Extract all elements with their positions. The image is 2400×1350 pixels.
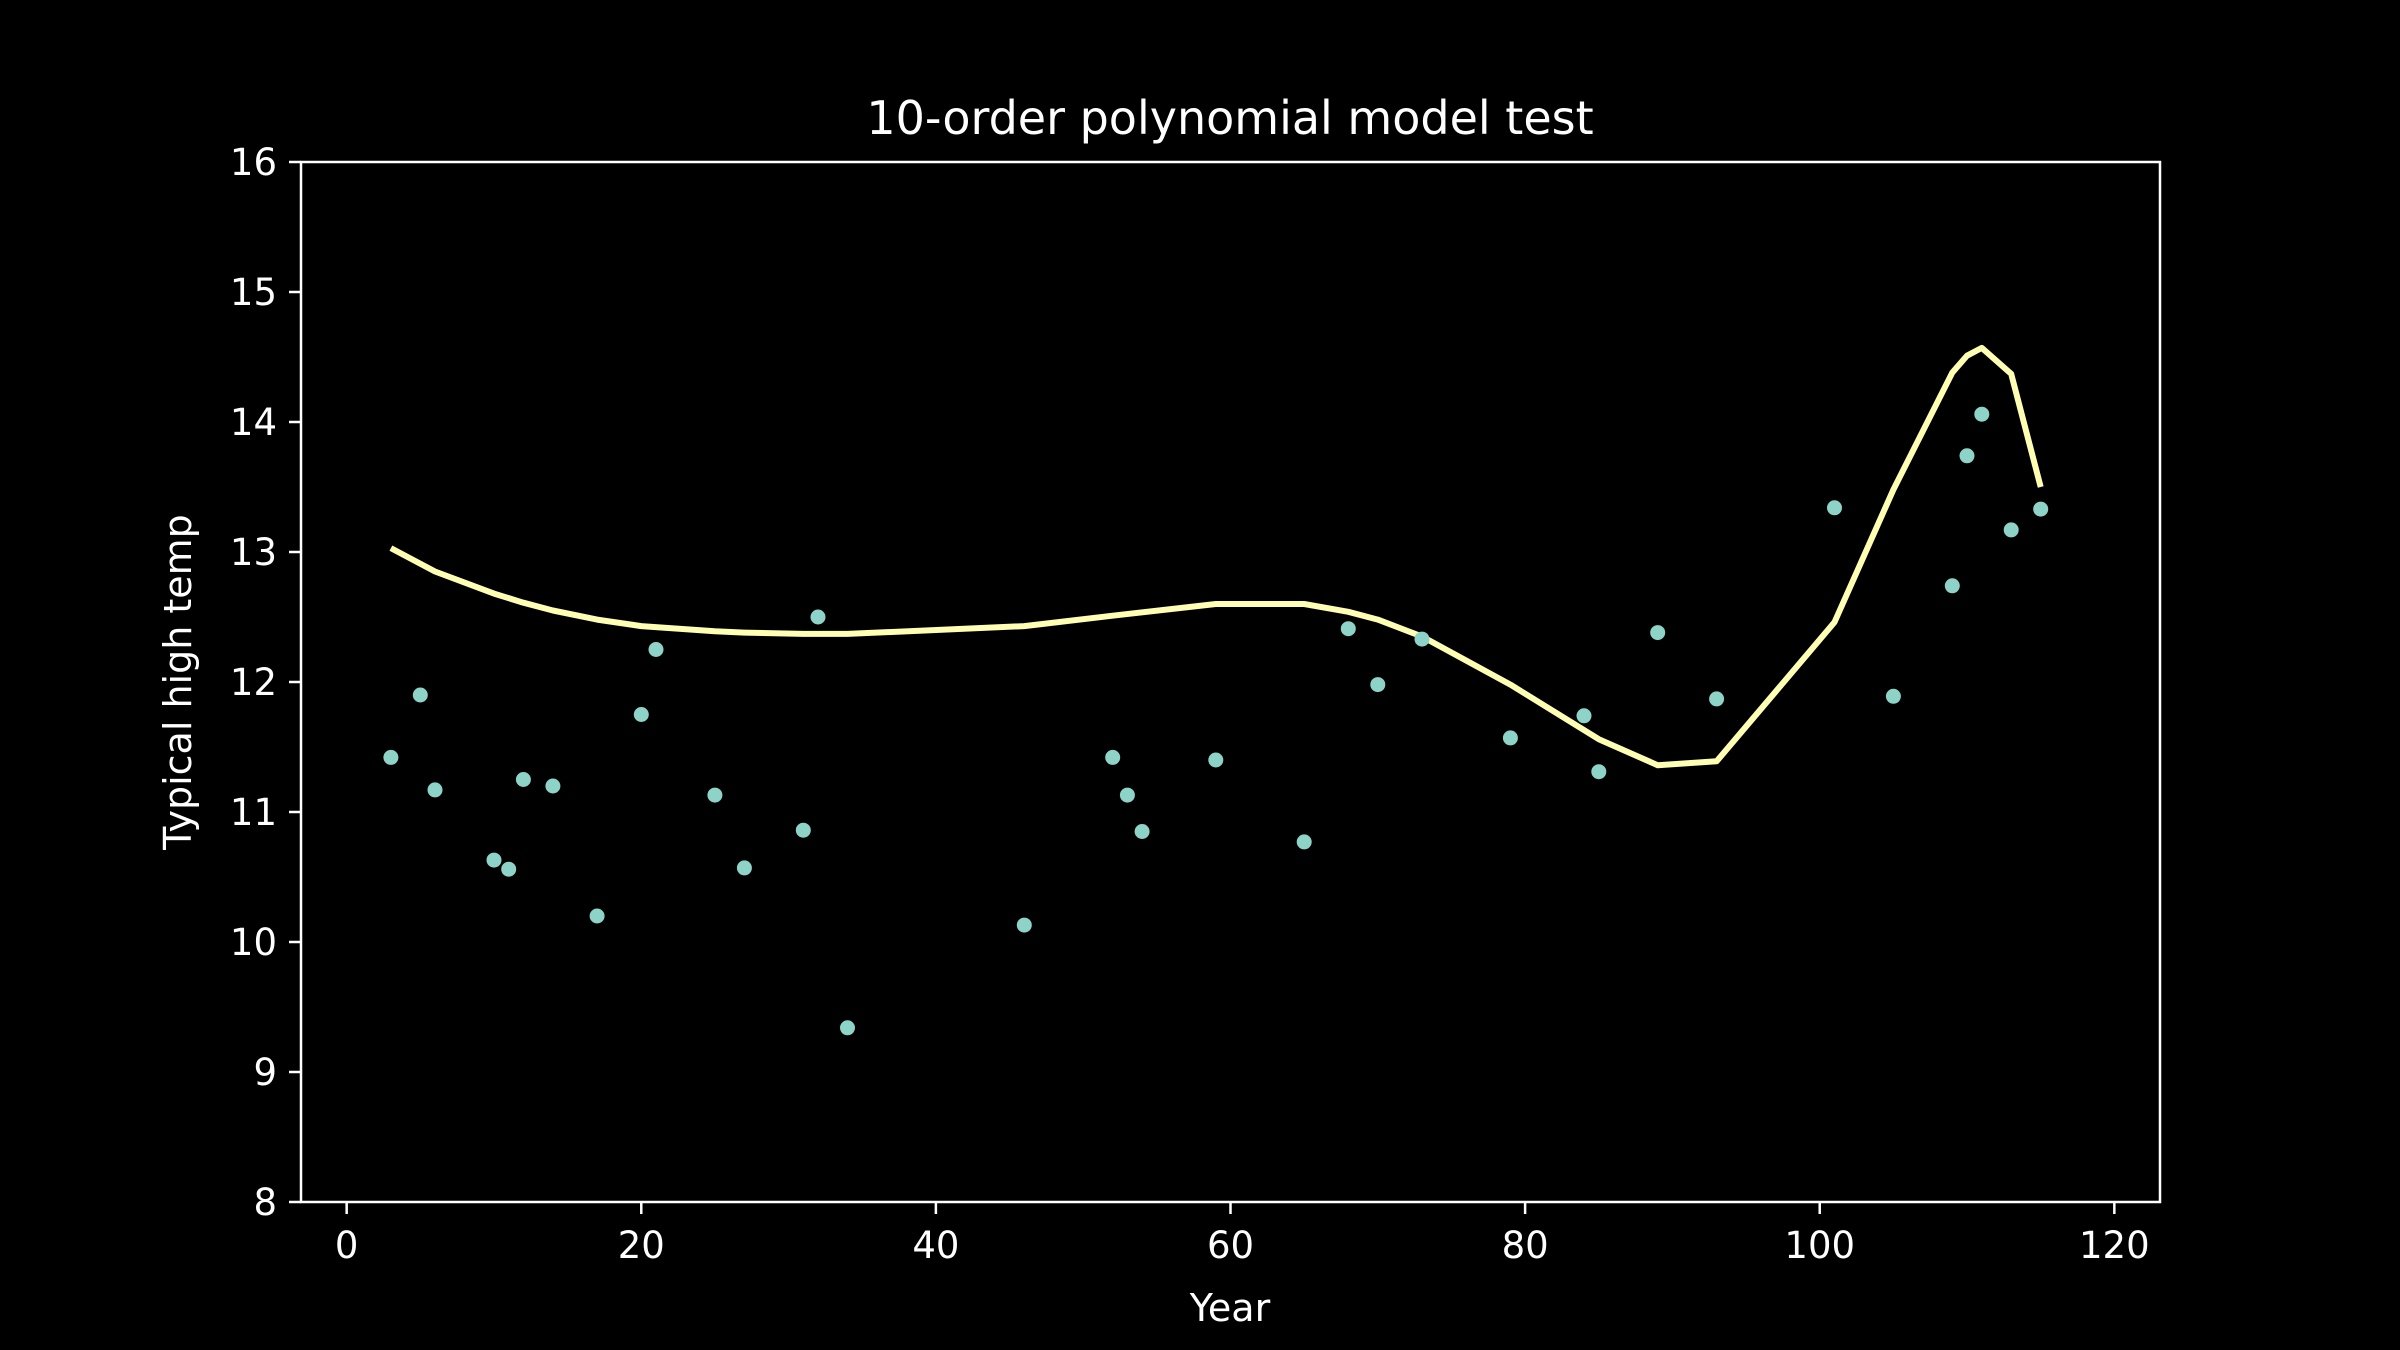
x-tick-label-120: 120 <box>2079 1224 2150 1267</box>
data-point <box>1650 625 1666 641</box>
x-tick-label-60: 60 <box>1207 1224 1254 1267</box>
data-point <box>1340 621 1356 637</box>
data-point <box>1296 834 1312 850</box>
x-axis-label: Year <box>1189 1286 1271 1330</box>
x-tick-label-0: 0 <box>335 1224 359 1267</box>
x-tick-label-100: 100 <box>1784 1224 1855 1267</box>
data-point <box>1959 448 1975 464</box>
data-point <box>515 772 531 787</box>
data-point <box>2033 501 2049 517</box>
data-point <box>501 861 517 877</box>
y-tick-label-15: 15 <box>230 271 277 314</box>
data-point <box>1502 730 1518 746</box>
data-point <box>1709 691 1725 707</box>
data-point <box>633 707 649 722</box>
y-tick-label-14: 14 <box>230 401 277 444</box>
y-tick-label-11: 11 <box>230 791 277 834</box>
data-point <box>1105 749 1121 765</box>
data-point <box>1414 631 1430 647</box>
y-tick-label-16: 16 <box>230 141 277 184</box>
data-point <box>1119 787 1135 803</box>
y-tick-label-9: 9 <box>253 1051 277 1094</box>
data-point <box>810 609 826 625</box>
y-tick-label-8: 8 <box>253 1181 277 1224</box>
data-point <box>383 749 399 765</box>
data-point <box>1944 578 1960 594</box>
data-point <box>1370 677 1386 693</box>
data-point <box>1591 764 1607 780</box>
observations-layer <box>383 406 2049 1036</box>
data-point <box>2003 522 2019 538</box>
data-point <box>589 908 605 924</box>
x-tick-label-80: 80 <box>1502 1224 1549 1267</box>
data-point <box>1827 500 1842 516</box>
y-axis-label: Typical high temp <box>156 514 200 851</box>
y-tick-label-12: 12 <box>230 661 277 704</box>
data-point <box>1016 917 1032 933</box>
data-point <box>1134 824 1150 839</box>
data-point <box>1974 406 1990 422</box>
model-curve <box>389 344 2044 769</box>
data-point <box>427 782 443 798</box>
x-tick-label-40: 40 <box>912 1224 959 1267</box>
y-tick-label-13: 13 <box>230 531 277 574</box>
data-point <box>1885 688 1901 704</box>
data-point <box>1208 752 1224 768</box>
data-point <box>412 687 428 703</box>
axis-ticks: 0 20 40 60 80 100 120 8 9 10 11 12 13 14 15 16 <box>230 141 2150 1267</box>
y-tick-label-10: 10 <box>230 921 277 964</box>
data-point <box>736 860 752 876</box>
data-point <box>486 852 502 868</box>
x-tick-label-20: 20 <box>618 1224 665 1267</box>
data-point <box>648 642 664 657</box>
chart-title: 10-order polynomial model test <box>866 91 1593 145</box>
model-curve-layer <box>389 344 2044 769</box>
plot-frame <box>299 160 2162 1204</box>
data-point <box>707 787 723 803</box>
data-point <box>545 778 561 794</box>
data-point <box>1576 708 1592 724</box>
data-point <box>840 1020 855 1036</box>
data-point <box>795 822 811 838</box>
